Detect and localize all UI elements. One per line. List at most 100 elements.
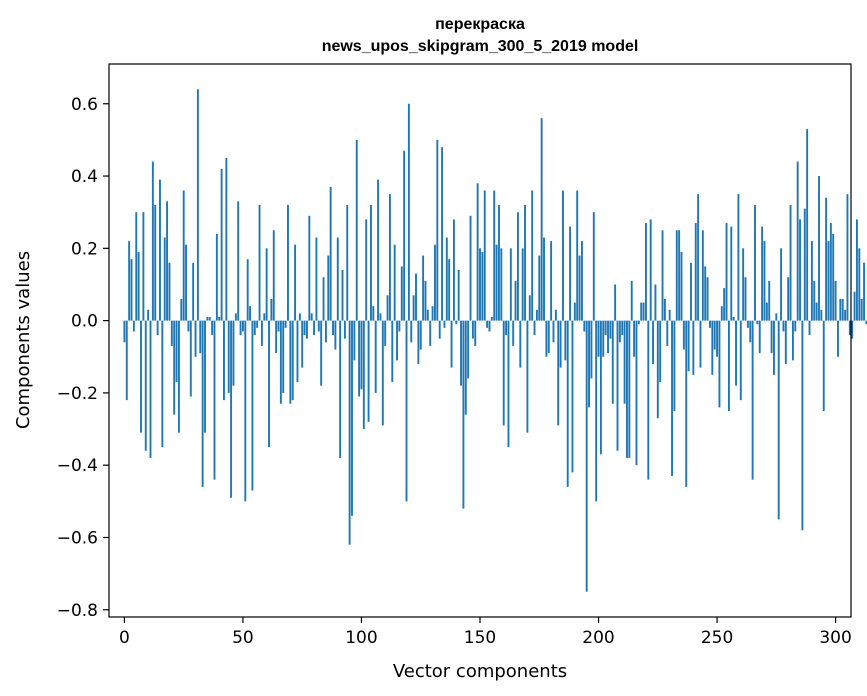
x-tick-label: 150 — [464, 628, 496, 648]
y-tick-label: −0.4 — [57, 456, 98, 476]
bar-186 — [564, 320, 567, 361]
bar-73 — [296, 320, 299, 383]
bar-3 — [130, 259, 133, 321]
bar-35 — [206, 317, 209, 321]
bar-309 — [855, 219, 858, 321]
bar-177 — [543, 237, 545, 321]
bar-210 — [621, 320, 624, 336]
bar-296 — [825, 197, 828, 321]
bar-258 — [735, 320, 737, 386]
bar-266 — [754, 204, 756, 321]
bar-226 — [659, 320, 662, 383]
bar-182 — [554, 309, 557, 321]
y-tick-label: 0.4 — [71, 167, 98, 187]
chart-title-line2: news_upos_skipgram_300_5_2019 model — [322, 38, 639, 55]
bar-98 — [355, 139, 358, 321]
bar-125 — [419, 320, 422, 350]
bar-143 — [462, 320, 465, 509]
bar-233 — [675, 230, 678, 321]
bar-230 — [668, 309, 671, 321]
bar-20 — [170, 320, 173, 346]
bar-211 — [623, 320, 626, 404]
bar-12 — [151, 161, 154, 321]
bar-159 — [500, 248, 503, 321]
bar-197 — [590, 320, 593, 379]
bar-23 — [177, 320, 180, 433]
bar-212 — [626, 320, 628, 458]
bar-89 — [334, 320, 337, 350]
bar-21 — [173, 320, 176, 415]
bar-301 — [837, 320, 839, 357]
bar-135 — [443, 320, 446, 328]
bar-87 — [329, 186, 332, 321]
bar-105 — [372, 306, 375, 321]
bar-257 — [732, 317, 735, 321]
bar-248 — [711, 320, 714, 375]
bar-74 — [298, 313, 301, 321]
bar-228 — [663, 298, 666, 321]
bar-86 — [327, 255, 330, 321]
bar-245 — [704, 266, 707, 321]
bar-127 — [424, 280, 427, 321]
bar-10 — [147, 309, 150, 321]
bar-92 — [341, 270, 344, 321]
bar-8 — [142, 212, 145, 321]
bar-267 — [756, 320, 759, 325]
bar-156 — [493, 190, 496, 321]
chart-title-line1: перекраска — [435, 16, 525, 33]
bar-67 — [282, 320, 285, 393]
bar-213 — [628, 320, 631, 458]
bar-193 — [580, 241, 583, 321]
bar-176 — [540, 118, 543, 321]
bar-292 — [815, 302, 818, 321]
bar-169 — [524, 204, 526, 321]
bar-158 — [498, 204, 500, 321]
bar-43 — [225, 157, 228, 321]
bar-137 — [448, 259, 451, 321]
bar-49 — [239, 320, 242, 336]
bar-7 — [140, 320, 142, 433]
bar-170 — [526, 320, 529, 433]
bar-85 — [324, 320, 327, 343]
bar-110 — [384, 320, 387, 346]
bar-122 — [412, 295, 415, 321]
bar-160 — [502, 320, 505, 426]
bar-40 — [218, 317, 221, 321]
bar-14 — [156, 320, 159, 336]
bar-291 — [813, 280, 816, 321]
bar-128 — [426, 309, 429, 321]
bar-215 — [633, 320, 636, 357]
bar-283 — [794, 320, 797, 332]
bar-204 — [607, 320, 609, 354]
bar-68 — [284, 320, 287, 328]
bar-99 — [358, 320, 361, 397]
x-axis-ticks: 0 50 100 150 200 250 300 — [119, 617, 852, 648]
bar-171 — [528, 295, 531, 321]
bar-78 — [308, 215, 311, 321]
bar-53 — [249, 306, 251, 321]
y-tick-label: −0.8 — [57, 601, 98, 621]
bar-148 — [474, 320, 477, 346]
bar-274 — [773, 320, 775, 375]
bar-195 — [585, 320, 588, 592]
bar-16 — [161, 320, 164, 448]
bar-236 — [682, 320, 685, 350]
bar-25 — [182, 190, 185, 321]
bar-218 — [640, 302, 643, 321]
bar-270 — [763, 241, 766, 321]
bar-66 — [279, 320, 282, 404]
bar-47 — [234, 313, 237, 321]
bar-280 — [787, 277, 790, 321]
bar-225 — [656, 320, 659, 419]
bar-50 — [241, 320, 244, 332]
bar-90 — [336, 237, 339, 321]
bar-6 — [137, 251, 140, 321]
y-tick-label: 0.6 — [71, 95, 98, 115]
bar-302 — [839, 298, 842, 321]
bar-30 — [194, 320, 197, 357]
bar-100 — [360, 320, 363, 390]
bar-194 — [583, 320, 586, 332]
bar-63 — [272, 230, 275, 321]
bar-28 — [189, 320, 192, 397]
